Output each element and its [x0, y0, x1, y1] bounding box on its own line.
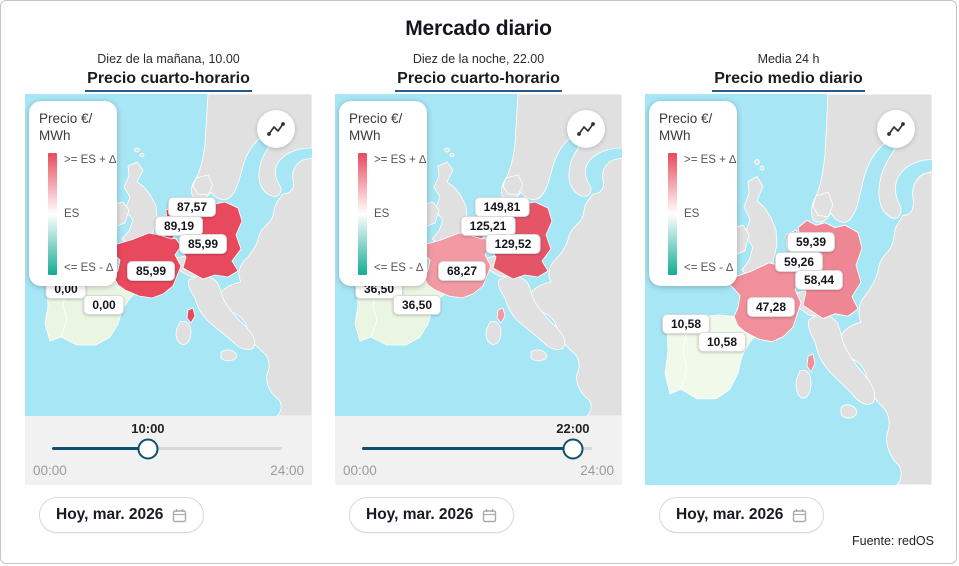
- country-east-europe: [218, 157, 312, 416]
- island-north-1: [444, 147, 450, 153]
- map-canvas-night[interactable]: 149,81 125,21 129,52 68,27 36,50 36,50 Precio…: [335, 94, 622, 416]
- legend-label-es: ES: [374, 207, 390, 220]
- slider-min-label: 00:00: [33, 463, 67, 478]
- island-corsica: [806, 353, 816, 373]
- date-picker-button[interactable]: Hoy, mar. 2026: [659, 497, 825, 533]
- country-denmark: [502, 174, 524, 196]
- island-north-1: [754, 159, 760, 165]
- calendar-icon: [173, 508, 187, 522]
- slider-time-value: 10:00: [131, 421, 165, 436]
- legend-label-above: >= ES + ∆: [684, 153, 737, 166]
- slider-fill: [52, 447, 148, 450]
- legend-title: Precio €/MWh: [349, 111, 403, 143]
- country-italy: [188, 275, 255, 350]
- slider-thumb[interactable]: [562, 438, 584, 459]
- time-slider-section: 10:00 00:00 24:00: [25, 416, 312, 485]
- country-germany: [797, 219, 863, 320]
- legend-title: Precio €/MWh: [659, 111, 713, 143]
- legend-gradient-bar: [48, 152, 57, 275]
- panel-subtitle: Media 24 h: [757, 52, 820, 66]
- legend-card: Precio €/MWh >= ES + ∆ ES <= ES - ∆: [29, 101, 117, 286]
- source-note: Fuente: redOS: [852, 534, 934, 548]
- line-chart-icon: [577, 122, 595, 136]
- country-east-europe: [838, 171, 932, 485]
- country-italy: [498, 275, 565, 350]
- line-chart-button[interactable]: [567, 110, 605, 148]
- slider-max-label: 24:00: [580, 463, 614, 478]
- legend-label-es: ES: [684, 207, 700, 220]
- legend-label-below: <= ES - ∆: [64, 261, 114, 274]
- island-north-1: [134, 147, 140, 153]
- slider-max-label: 24:00: [270, 463, 304, 478]
- island-north-2: [759, 165, 765, 171]
- legend-label-es: ES: [64, 207, 80, 220]
- legend-card: Precio €/MWh >= ES + ∆ ES <= ES - ∆: [649, 101, 737, 286]
- page-title: Mercado diario: [405, 17, 552, 40]
- line-chart-button[interactable]: [877, 110, 915, 148]
- country-italy: [808, 314, 875, 405]
- calendar-icon: [793, 508, 807, 522]
- island-corsica: [186, 307, 196, 324]
- island-sardinia: [175, 321, 192, 345]
- legend-gradient-bar: [668, 152, 677, 275]
- date-picker-label: Hoy, mar. 2026: [366, 506, 474, 523]
- slider-track[interactable]: [52, 447, 282, 450]
- slider-time-value: 22:00: [556, 421, 590, 436]
- island-sardinia: [795, 369, 812, 399]
- calendar-icon: [483, 508, 497, 522]
- panel-subtitle: Diez de la noche, 22.00: [412, 52, 545, 66]
- legend-label-above: >= ES + ∆: [374, 153, 427, 166]
- legend-gradient-bar: [358, 152, 367, 275]
- line-chart-icon: [267, 122, 285, 136]
- line-chart-icon: [887, 122, 905, 136]
- panel-title: Precio medio diario: [712, 67, 865, 92]
- panel-daily-average: Media 24 h Precio medio diario 59,39 59,2…: [645, 49, 932, 533]
- date-picker-button[interactable]: Hoy, mar. 2026: [39, 497, 205, 533]
- island-corsica: [496, 307, 506, 324]
- legend-card: Precio €/MWh >= ES + ∆ ES <= ES - ∆: [339, 101, 427, 286]
- panel-morning: Diez de la mañana, 10.00 Precio cuarto-h…: [25, 49, 312, 533]
- legend-label-below: <= ES - ∆: [684, 261, 734, 274]
- country-denmark: [192, 174, 214, 196]
- island-sicily: [220, 349, 238, 362]
- panel-night: Diez de la noche, 22.00 Precio cuarto-ho…: [335, 49, 622, 533]
- legend-label-above: >= ES + ∆: [64, 153, 117, 166]
- line-chart-button[interactable]: [257, 110, 295, 148]
- date-picker-label: Hoy, mar. 2026: [56, 506, 164, 523]
- panel-title: Precio cuarto-horario: [85, 67, 252, 92]
- date-picker-label: Hoy, mar. 2026: [676, 506, 784, 523]
- legend-title: Precio €/MWh: [39, 111, 93, 143]
- island-sardinia: [485, 321, 502, 345]
- time-slider-section: 22:00 00:00 24:00: [335, 416, 622, 485]
- island-north-2: [139, 152, 145, 158]
- island-sicily: [530, 349, 548, 362]
- slider-fill: [362, 447, 573, 450]
- slider-thumb[interactable]: [137, 438, 159, 459]
- island-sicily: [840, 404, 858, 419]
- country-east-europe: [528, 157, 622, 416]
- map-canvas-average[interactable]: 59,39 59,26 58,44 47,28 10,58 10,58 Precio €/…: [645, 94, 932, 485]
- legend-label-below: <= ES - ∆: [374, 261, 424, 274]
- country-germany: [177, 197, 243, 280]
- slider-min-label: 00:00: [343, 463, 377, 478]
- date-picker-button[interactable]: Hoy, mar. 2026: [349, 497, 515, 533]
- country-denmark: [812, 191, 834, 218]
- panel-subtitle: Diez de la mañana, 10.00: [97, 52, 240, 66]
- panels-row: Diez de la mañana, 10.00 Precio cuarto-h…: [1, 49, 956, 533]
- map-canvas-morning[interactable]: 87,57 89,19 85,99 85,99 0,00 0,00 Precio €/MW…: [25, 94, 312, 416]
- slider-track[interactable]: [362, 447, 592, 450]
- island-north-2: [449, 152, 455, 158]
- panel-title: Precio cuarto-horario: [395, 67, 562, 92]
- country-germany: [487, 197, 553, 280]
